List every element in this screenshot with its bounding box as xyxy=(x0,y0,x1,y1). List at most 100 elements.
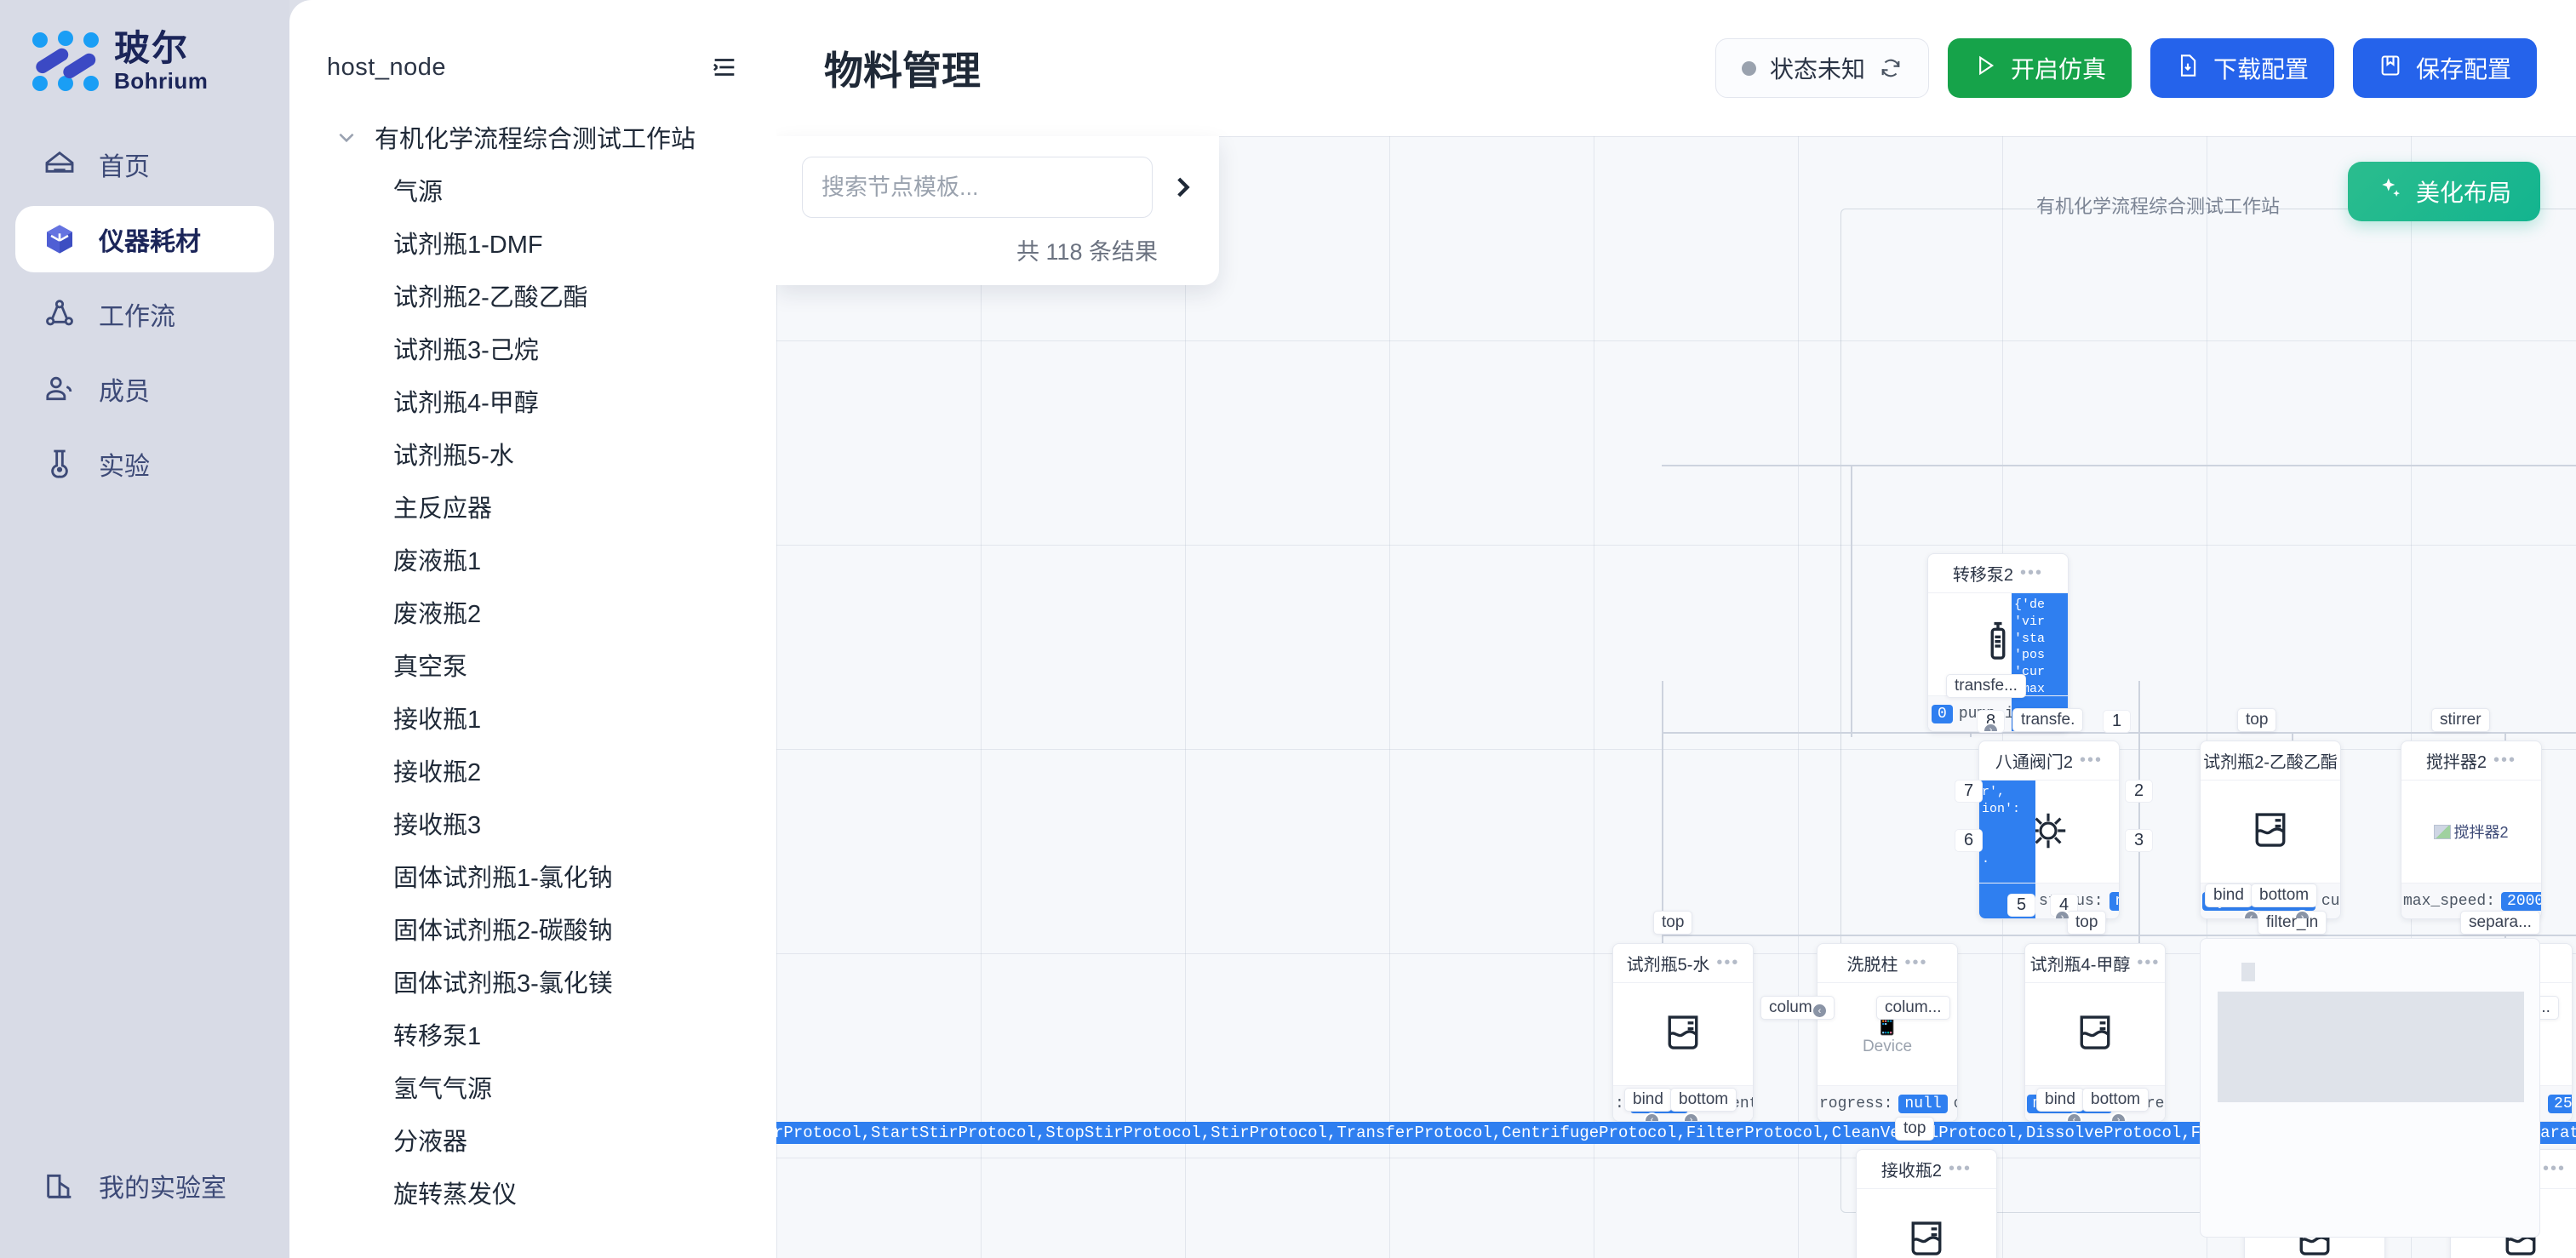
port-label[interactable]: separa... xyxy=(2460,911,2540,935)
node-menu-icon[interactable]: ••• xyxy=(2080,751,2104,769)
port-label[interactable]: transfe. xyxy=(2012,708,2084,732)
sidebar-item-experiments[interactable]: 实验 xyxy=(15,431,274,497)
node-title-bar: 试剂瓶2-乙酸乙酯 xyxy=(2201,741,2340,781)
port-label[interactable]: bottom xyxy=(2082,1088,2150,1112)
sidebar-item-members[interactable]: 成员 xyxy=(15,356,274,422)
list-item[interactable]: 接收瓶2 xyxy=(289,744,776,797)
node-menu-icon[interactable]: ••• xyxy=(2543,1159,2567,1178)
node-menu-icon[interactable]: ••• xyxy=(1904,953,1928,972)
port-handle[interactable]: ‹ xyxy=(1812,1003,1828,1019)
list-item[interactable]: 固体试剂瓶2-碳酸钠 xyxy=(289,902,776,955)
list-item[interactable]: 固体试剂瓶1-氯化钠 xyxy=(289,849,776,902)
port-handle[interactable]: › xyxy=(1683,1112,1699,1121)
port-number[interactable]: 2 xyxy=(2125,780,2154,803)
node-menu-icon[interactable]: ••• xyxy=(1949,1159,1972,1178)
list-item[interactable]: 试剂瓶4-甲醇 xyxy=(289,375,776,427)
port-label[interactable]: transfe... xyxy=(1946,674,2026,698)
sidebar-item-label: 我的实验室 xyxy=(99,1175,226,1203)
list-item[interactable]: 主反应器 xyxy=(289,480,776,533)
flow-canvas[interactable]: 有机化学流程综合测试工作站 美化布局 xyxy=(776,136,2576,1258)
save-icon xyxy=(2379,54,2402,83)
list-item[interactable]: 试剂瓶2-乙酸乙酯 xyxy=(289,269,776,322)
graph-node-valve2[interactable]: 八通阀门2 ••• r', ion': . , , status: nu › xyxy=(1978,741,2120,919)
list-item-label: 接收瓶3 xyxy=(393,812,482,839)
port-label[interactable]: bottom xyxy=(2251,883,2318,907)
chevron-down-icon[interactable] xyxy=(335,126,358,148)
port-label[interactable]: stirrer xyxy=(2431,708,2490,732)
list-item[interactable]: 固体试剂瓶3-氯化镁 xyxy=(289,955,776,1008)
port-label[interactable]: bind xyxy=(2205,883,2253,907)
list-item[interactable]: 接收瓶1 xyxy=(289,691,776,744)
port-handle[interactable]: ‹ xyxy=(2243,910,2259,918)
list-item[interactable]: 废液瓶2 xyxy=(289,586,776,638)
port-handle[interactable]: › xyxy=(2054,910,2070,918)
graph-node-recv2[interactable]: 接收瓶2 ••• current_volume: 0 ‹ › xyxy=(1856,1149,1997,1258)
minimap-viewport[interactable] xyxy=(2218,992,2524,1102)
minimap[interactable] xyxy=(2200,938,2540,1238)
sparkle-icon xyxy=(2377,176,2402,208)
list-item[interactable]: 试剂瓶1-DMF xyxy=(289,216,776,269)
port-label[interactable]: top xyxy=(2237,708,2277,732)
port-label[interactable]: colum... xyxy=(1876,996,1950,1020)
port-label[interactable]: top xyxy=(1653,911,1693,935)
nav-bottom: 我的实验室 xyxy=(0,1152,289,1258)
host-node-label: host_node xyxy=(327,53,446,81)
status-dot-icon xyxy=(1741,60,1756,76)
collapse-panel-icon[interactable] xyxy=(710,53,739,82)
list-item[interactable]: 转移泵1 xyxy=(289,1008,776,1061)
beaker-icon xyxy=(2072,1009,2118,1060)
list-item[interactable]: 试剂瓶3-己烷 xyxy=(289,322,776,375)
status-badge[interactable]: 状态未知 xyxy=(1714,38,1929,98)
node-tree: 有机化学流程综合测试工作站 气源 试剂瓶1-DMF 试剂瓶2-乙酸乙酯 试剂瓶3… xyxy=(289,82,776,1219)
graph-node-elution-column[interactable]: 洗脱柱 ••• 📱 Device rogress: null colu xyxy=(1817,943,1958,1122)
foot-chip: null xyxy=(1898,1094,1948,1113)
start-simulation-button[interactable]: 开启仿真 xyxy=(1947,38,2132,98)
beautify-layout-button[interactable]: 美化布局 xyxy=(2347,162,2540,221)
list-item[interactable]: 气源 xyxy=(289,163,776,216)
node-menu-icon[interactable]: ••• xyxy=(2493,751,2517,769)
port-label[interactable]: bind xyxy=(2036,1088,2084,1112)
graph-node-transfer-pump2[interactable]: 转移泵2 ••• {'de 'vir 'sta 'pos 'cur 'max '… xyxy=(1927,553,2069,732)
node-menu-icon[interactable]: ••• xyxy=(2020,563,2044,582)
list-item-label: 分液器 xyxy=(393,1129,468,1156)
port-number[interactable]: 6 xyxy=(1955,829,1984,852)
node-title: 八通阀门2 xyxy=(1995,753,2074,772)
port-handle[interactable]: › xyxy=(1983,723,1999,731)
list-item[interactable]: 接收瓶3 xyxy=(289,797,776,849)
list-item[interactable]: 废液瓶1 xyxy=(289,533,776,586)
download-config-button[interactable]: 下载配置 xyxy=(2150,38,2334,98)
chevron-right-icon[interactable] xyxy=(1168,173,1197,202)
sidebar-item-my-lab[interactable]: 我的实验室 xyxy=(15,1152,274,1219)
graph-node-stirrer2[interactable]: 搅拌器2 ••• 搅拌器2 max_speed: 2000 xyxy=(2401,741,2542,919)
list-item[interactable]: 氢气气源 xyxy=(289,1061,776,1113)
port-handle[interactable]: › xyxy=(2110,1112,2127,1121)
list-item[interactable]: 试剂瓶5-水 xyxy=(289,427,776,480)
port-label[interactable]: filter_in xyxy=(2258,911,2327,935)
port-handle[interactable]: › xyxy=(2294,910,2310,918)
port-label[interactable]: bind xyxy=(1624,1088,1672,1112)
sidebar-item-home[interactable]: 首页 xyxy=(15,131,274,197)
port-number[interactable]: 5 xyxy=(2007,894,2036,917)
sidebar-item-workflow[interactable]: 工作流 xyxy=(15,281,274,347)
port-label[interactable]: top xyxy=(2067,911,2107,935)
refresh-icon[interactable] xyxy=(1879,56,1903,80)
sidebar-item-label: 首页 xyxy=(99,153,150,181)
list-item-label: 试剂瓶2-乙酸乙酯 xyxy=(393,284,588,312)
node-menu-icon[interactable]: ••• xyxy=(1716,953,1740,972)
search-input[interactable] xyxy=(802,157,1153,218)
port-label[interactable]: bottom xyxy=(1670,1088,1737,1112)
sidebar-item-instruments[interactable]: 仪器耗材 xyxy=(15,206,274,272)
port-number[interactable]: 3 xyxy=(2125,829,2154,852)
save-config-label: 保存配置 xyxy=(2415,56,2511,83)
port-number[interactable]: 1 xyxy=(2103,710,2132,733)
list-item[interactable]: 分液器 xyxy=(289,1113,776,1166)
list-item[interactable]: 旋转蒸发仪 xyxy=(289,1166,776,1219)
tree-root-workstation[interactable]: 有机化学流程综合测试工作站 xyxy=(289,111,776,163)
port-handle[interactable]: ‹ xyxy=(1644,1112,1660,1121)
port-handle[interactable]: ‹ xyxy=(2066,1112,2082,1121)
node-menu-icon[interactable]: ••• xyxy=(2137,953,2161,972)
port-label[interactable]: top xyxy=(1895,1117,1935,1141)
port-number[interactable]: 7 xyxy=(1955,780,1984,803)
save-config-button[interactable]: 保存配置 xyxy=(2352,38,2537,98)
list-item[interactable]: 真空泵 xyxy=(289,638,776,691)
